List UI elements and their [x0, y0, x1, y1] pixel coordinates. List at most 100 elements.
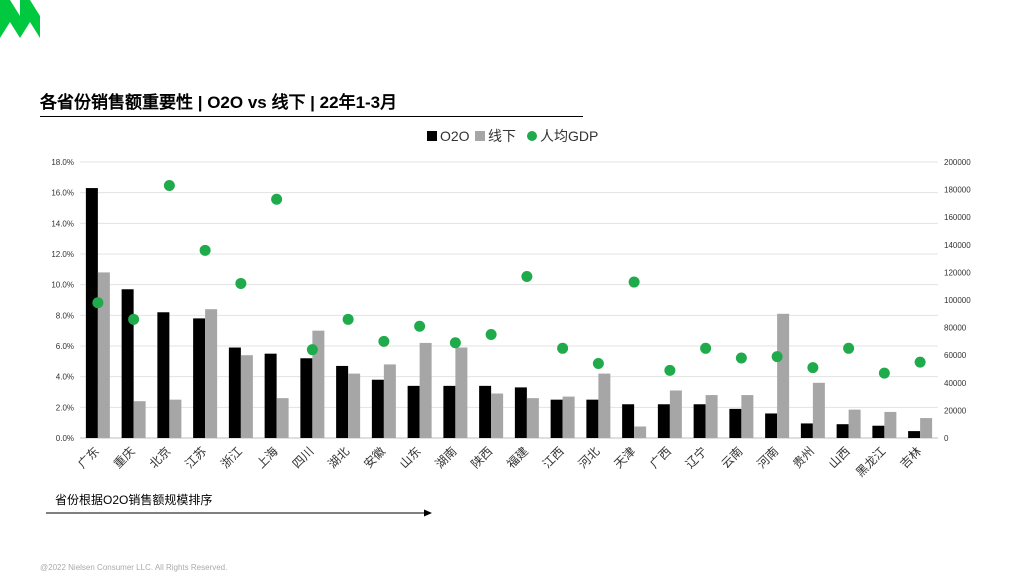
bar-o2o	[443, 385, 456, 438]
bar-o2o	[693, 404, 706, 438]
gdp-point	[521, 271, 533, 283]
legend-label: 人均GDP	[540, 128, 598, 144]
y-left-tick-label: 14.0%	[51, 219, 74, 228]
y-right-tick-label: 160000	[944, 213, 971, 222]
bar-o2o	[550, 399, 563, 438]
y-left-tick-label: 2.0%	[56, 403, 74, 412]
y-left-tick-label: 0.0%	[56, 434, 74, 443]
category-label: 天津	[611, 444, 638, 471]
legend-swatch	[427, 131, 437, 141]
y-left-tick-label: 18.0%	[51, 158, 74, 167]
gdp-point	[807, 362, 819, 374]
x-axis-categories: 广东 重庆 北京 江苏 浙江 上海 四川 湖北 安徽 山东 湖南 陕西 福建 江西 河北 天津 广西 辽宁 云南 河南…	[75, 444, 924, 480]
category-label: 江苏	[182, 444, 209, 471]
gdp-point	[128, 313, 140, 325]
category-label: 安徽	[360, 444, 388, 472]
category-label: 浙江	[218, 444, 245, 471]
y-right-tick-label: 80000	[944, 324, 967, 333]
bar-o2o	[264, 353, 277, 438]
bar-o2o	[371, 379, 384, 438]
y-left-tick-label: 12.0%	[51, 250, 74, 259]
bar-o2o	[800, 423, 813, 438]
page-title: 各省份销售额重要性 | O2O vs 线下 | 22年1-3月	[40, 93, 398, 112]
y-left-tick-label: 8.0%	[56, 311, 74, 320]
category-label: 河南	[754, 444, 782, 472]
bar-offline	[312, 330, 325, 438]
category-label: 湖北	[325, 444, 353, 472]
category-label: 陕西	[468, 444, 496, 472]
brand-chevron-right	[20, 0, 40, 38]
bar-offline	[777, 313, 790, 438]
bar-offline	[669, 390, 682, 438]
gdp-point	[592, 357, 604, 369]
gdp-point	[700, 342, 712, 354]
category-label: 福建	[503, 444, 531, 472]
bar-offline	[169, 399, 182, 438]
bar-offline	[634, 426, 647, 438]
copyright-footer: @2022 Nielsen Consumer LLC. All Rights R…	[40, 563, 228, 572]
gdp-point	[843, 342, 855, 354]
gdp-point	[878, 367, 890, 379]
bar-offline	[240, 355, 253, 438]
gdp-point	[449, 337, 461, 349]
bar-o2o	[657, 404, 670, 438]
bar-o2o	[729, 408, 742, 438]
gdp-point	[735, 352, 747, 364]
y-left-tick-label: 6.0%	[56, 342, 74, 351]
title-divider	[40, 116, 583, 117]
category-label: 山东	[397, 444, 424, 471]
category-label: 河北	[576, 444, 603, 471]
brand-chevron-left	[0, 0, 20, 38]
category-label: 广西	[647, 444, 674, 471]
bar-o2o	[336, 365, 349, 438]
category-label: 黑龙江	[853, 444, 888, 479]
category-label: 北京	[147, 444, 174, 471]
bar-offline	[491, 393, 504, 438]
gdp-point	[199, 244, 211, 256]
gdp-point	[235, 277, 247, 289]
y-right-tick-label: 20000	[944, 406, 967, 415]
y-left-tick-label: 10.0%	[51, 281, 74, 290]
bar-offline	[562, 396, 575, 438]
bar-o2o	[622, 404, 635, 438]
y-right-tick-label: 120000	[944, 268, 971, 277]
bar-o2o	[836, 424, 849, 438]
category-label: 湖南	[432, 444, 460, 472]
gdp-point	[414, 320, 426, 332]
gdp-point	[92, 297, 104, 309]
bar-offline	[705, 395, 718, 438]
bar-offline	[205, 309, 218, 438]
bar-offline	[348, 373, 361, 438]
bar-o2o	[514, 387, 527, 438]
bar-offline	[884, 411, 897, 438]
y-axis-left: 0.0% 2.0% 4.0% 6.0% 8.0% 10.0% 12.0% 14.0% 16.0%…	[51, 158, 74, 443]
bar-o2o	[193, 318, 206, 438]
bar-offline	[383, 364, 396, 438]
gdp-point	[914, 356, 926, 368]
y-right-tick-label: 40000	[944, 379, 967, 388]
y-axis-right: 0 20000 40000 60000 80000 100000 120000 140000 1…	[944, 158, 971, 443]
bar-offline	[276, 398, 289, 438]
gdp-point	[271, 193, 283, 205]
brand-logo-icon	[0, 0, 40, 38]
bar-o2o	[908, 431, 921, 438]
gdp-point	[485, 329, 497, 340]
gdp-point	[628, 276, 640, 288]
gdp-point	[771, 351, 783, 363]
bar-o2o	[300, 358, 313, 438]
gdp-point	[342, 313, 354, 325]
category-label: 上海	[253, 444, 281, 472]
bar-offline	[848, 409, 861, 438]
y-left-tick-label: 4.0%	[56, 373, 74, 382]
gdp-points	[92, 179, 926, 379]
legend-label: O2O	[440, 128, 470, 144]
bar-offline	[920, 418, 933, 438]
bar-offline	[812, 382, 825, 438]
legend-swatch	[475, 131, 485, 141]
bar-o2o	[765, 413, 778, 438]
y-left-tick-label: 16.0%	[51, 189, 74, 198]
bar-o2o	[228, 347, 241, 438]
bar-series	[85, 188, 933, 438]
gdp-point	[306, 344, 318, 356]
